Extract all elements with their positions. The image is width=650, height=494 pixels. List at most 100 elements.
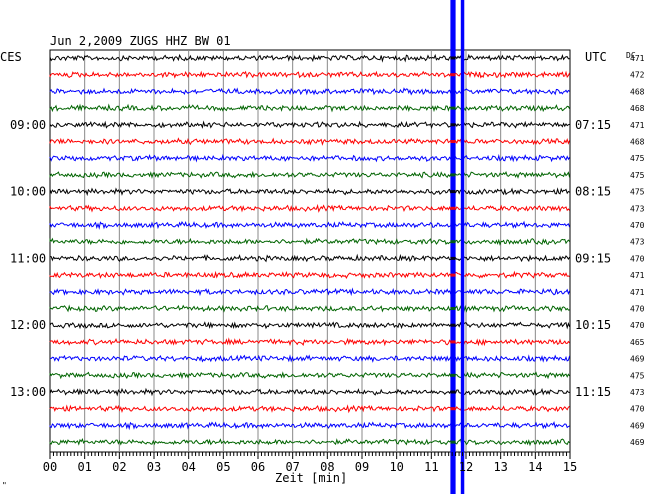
x-tick-label: 01 xyxy=(77,460,91,474)
corner-mark: " xyxy=(2,481,7,490)
dc-value: 469 xyxy=(630,438,645,447)
dc-header-label: DC xyxy=(626,51,636,60)
dc-value: 475 xyxy=(630,188,645,197)
trace-row xyxy=(49,321,571,330)
chart-title: Jun 2,2009 ZUGS HHZ BW 01 xyxy=(50,34,231,48)
dc-value: 470 xyxy=(630,321,645,330)
event-trace-overlay xyxy=(450,423,456,427)
x-tick-label: 15 xyxy=(563,460,577,474)
x-tick-label: 06 xyxy=(251,460,265,474)
trace-row xyxy=(49,137,571,146)
dc-value: 469 xyxy=(630,355,645,364)
x-tick-label: 11 xyxy=(424,460,438,474)
event-trace-overlay xyxy=(450,340,456,344)
dc-value: 471 xyxy=(630,271,645,280)
event-trace-overlay xyxy=(450,290,456,294)
trace-row xyxy=(49,354,571,363)
right-time-label: 08:15 xyxy=(575,185,611,199)
event-trace-overlay xyxy=(450,190,456,194)
trace-group xyxy=(49,53,571,447)
grid-lines xyxy=(49,49,571,453)
event-trace-overlay xyxy=(450,323,456,327)
trace-row xyxy=(49,404,570,414)
dc-value: 475 xyxy=(630,171,645,180)
dc-value: 470 xyxy=(630,305,645,314)
x-tick-label: 04 xyxy=(181,460,195,474)
x-tick-label: 07 xyxy=(285,460,299,474)
trace-row xyxy=(49,337,570,347)
left-time-label: 10:00 xyxy=(10,185,46,199)
left-time-label: 13:00 xyxy=(10,385,46,399)
dc-value: 465 xyxy=(630,338,645,347)
event-trace-overlay xyxy=(450,73,456,77)
trace-row xyxy=(49,220,571,230)
event-trace-overlay xyxy=(450,89,456,93)
right-time-label: 09:15 xyxy=(575,251,611,265)
trace-row xyxy=(49,170,571,179)
x-tick-label: 05 xyxy=(216,460,230,474)
dc-value: 470 xyxy=(630,221,645,230)
trace-row xyxy=(49,87,570,96)
left-header-label: CES xyxy=(0,50,22,64)
x-tick-label: 13 xyxy=(493,460,507,474)
right-time-labels: 07:15 08:15 09:15 10:15 11:15 xyxy=(575,118,611,399)
event-trace-overlay xyxy=(450,173,456,177)
event-trace-overlay xyxy=(450,256,456,260)
trace-row xyxy=(49,203,570,213)
x-tick-label: 00 xyxy=(43,460,57,474)
trace-row xyxy=(49,237,570,246)
x-tick-label: 03 xyxy=(147,460,161,474)
event-trace-overlay xyxy=(450,390,456,394)
event-trace-overlay xyxy=(450,106,456,110)
dc-value: 473 xyxy=(630,388,645,397)
trace-row xyxy=(49,70,571,79)
dc-value: 473 xyxy=(630,238,645,247)
trace-row xyxy=(49,53,570,63)
x-axis-label: Zeit [min] xyxy=(275,471,347,485)
x-tick-label: 09 xyxy=(355,460,369,474)
dc-value: 472 xyxy=(630,71,645,80)
right-time-label: 10:15 xyxy=(575,318,611,332)
x-tick-label: 08 xyxy=(320,460,334,474)
event-trace-overlay xyxy=(450,307,456,310)
left-time-label: 12:00 xyxy=(10,318,46,332)
left-time-label: 11:00 xyxy=(10,251,46,265)
trace-row xyxy=(49,153,571,163)
right-time-label: 11:15 xyxy=(575,385,611,399)
event-trace-overlay xyxy=(450,407,456,411)
trace-row xyxy=(49,120,570,129)
x-tick-label: 10 xyxy=(389,460,403,474)
trace-row xyxy=(49,421,570,431)
dc-value: 468 xyxy=(630,138,645,147)
event-trace-overlay xyxy=(450,440,456,444)
event-trace-overlay xyxy=(450,140,456,143)
x-tick-label: 14 xyxy=(528,460,542,474)
dc-value: 471 xyxy=(630,54,645,63)
dc-value: 468 xyxy=(630,104,645,113)
x-axis: 00 01 02 03 04 05 06 07 08 09 10 11 12 13 14 15 xyxy=(43,452,577,474)
event-trace-overlay xyxy=(450,206,456,210)
x-tick-label: 12 xyxy=(459,460,473,474)
right-header-label: UTC xyxy=(585,50,607,64)
right-time-label: 07:15 xyxy=(575,118,611,132)
event-marker xyxy=(450,0,465,494)
dc-values: 471 472 468 468 471 468 475 475 475 473 470 473 470 4… xyxy=(630,54,645,447)
dc-value: 475 xyxy=(630,371,645,380)
dc-value: 471 xyxy=(630,121,645,130)
dc-value: 469 xyxy=(630,421,645,430)
event-trace-overlay xyxy=(450,240,456,244)
event-trace-overlay xyxy=(450,273,456,277)
event-band-secondary xyxy=(460,0,465,494)
event-trace-overlay xyxy=(450,223,456,227)
x-tick-label: 02 xyxy=(112,460,126,474)
dc-value: 471 xyxy=(630,288,645,297)
left-time-label: 09:00 xyxy=(10,118,46,132)
event-band xyxy=(450,0,456,494)
trace-row xyxy=(49,103,571,113)
dc-value: 468 xyxy=(630,87,645,96)
trace-row xyxy=(49,371,571,380)
left-time-labels: 09:00 10:00 11:00 12:00 13:00 xyxy=(10,118,46,399)
dc-value: 470 xyxy=(630,254,645,263)
trace-row xyxy=(49,304,570,313)
